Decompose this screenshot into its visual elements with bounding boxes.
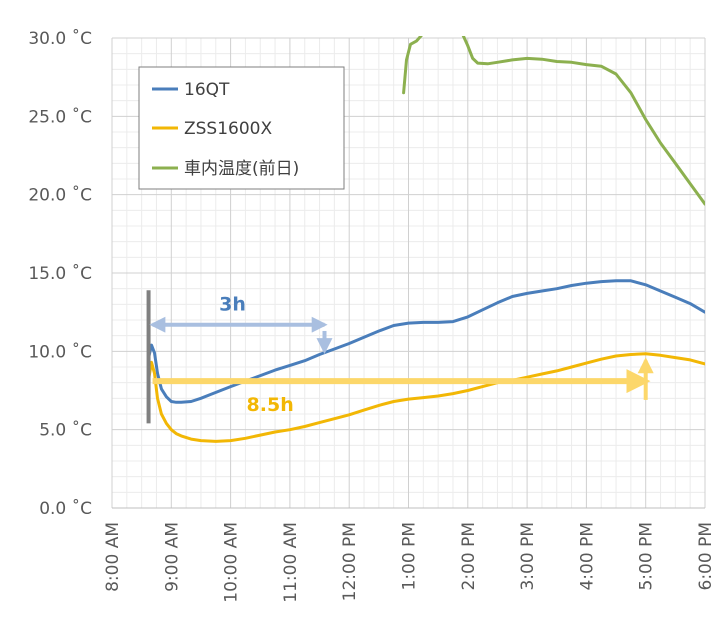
annotations: 3h 8.5h <box>146 290 654 424</box>
series-lines <box>147 36 705 443</box>
x-tick-label: 5:00 PM <box>637 522 657 591</box>
x-tick-label: 4:00 PM <box>577 522 597 591</box>
x-tick-label: 10:00 AM <box>222 522 242 603</box>
x-tick-label: 2:00 PM <box>459 522 479 591</box>
series-line-2 <box>402 36 705 206</box>
y-tick-label: 0.0 ˚C <box>39 498 92 519</box>
x-tick-label: 6:00 PM <box>696 522 716 591</box>
y-tick-label: 30.0 ˚C <box>28 28 92 49</box>
y-tick-label: 20.0 ˚C <box>28 185 92 206</box>
y-tick-label: 10.0 ˚C <box>28 341 92 362</box>
legend: 16QT ZSS1600X 車内温度(前日) <box>138 66 345 190</box>
y-tick-label: 5.0 ˚C <box>39 420 92 441</box>
series-line-0 <box>147 279 705 404</box>
legend-label-16qt: 16QT <box>184 80 230 100</box>
series-line-1 <box>147 352 705 443</box>
y-axis-ticks: 0.0 ˚C 5.0 ˚C 10.0 ˚C 15.0 ˚C 20.0 ˚C 25.0 ˚C… <box>28 28 92 519</box>
x-tick-label: 9:00 AM <box>162 522 182 592</box>
x-axis-ticks: 8:00 AM 9:00 AM 10:00 AM 11:00 AM 12:00 PM 1:… <box>103 522 716 603</box>
duration-label-0: 3h <box>219 294 246 316</box>
y-tick-label: 25.0 ˚C <box>28 106 92 127</box>
y-tick-label: 15.0 ˚C <box>28 263 92 284</box>
x-tick-label: 12:00 PM <box>340 522 360 601</box>
legend-label-car-temp: 車内温度(前日) <box>184 159 299 179</box>
x-tick-label: 11:00 AM <box>281 522 301 603</box>
x-tick-label: 8:00 AM <box>103 522 123 592</box>
x-tick-label: 3:00 PM <box>518 522 538 591</box>
legend-label-zss1600x: ZSS1600X <box>184 119 272 139</box>
x-tick-label: 1:00 PM <box>400 522 420 591</box>
duration-label-1: 8.5h <box>247 394 294 416</box>
